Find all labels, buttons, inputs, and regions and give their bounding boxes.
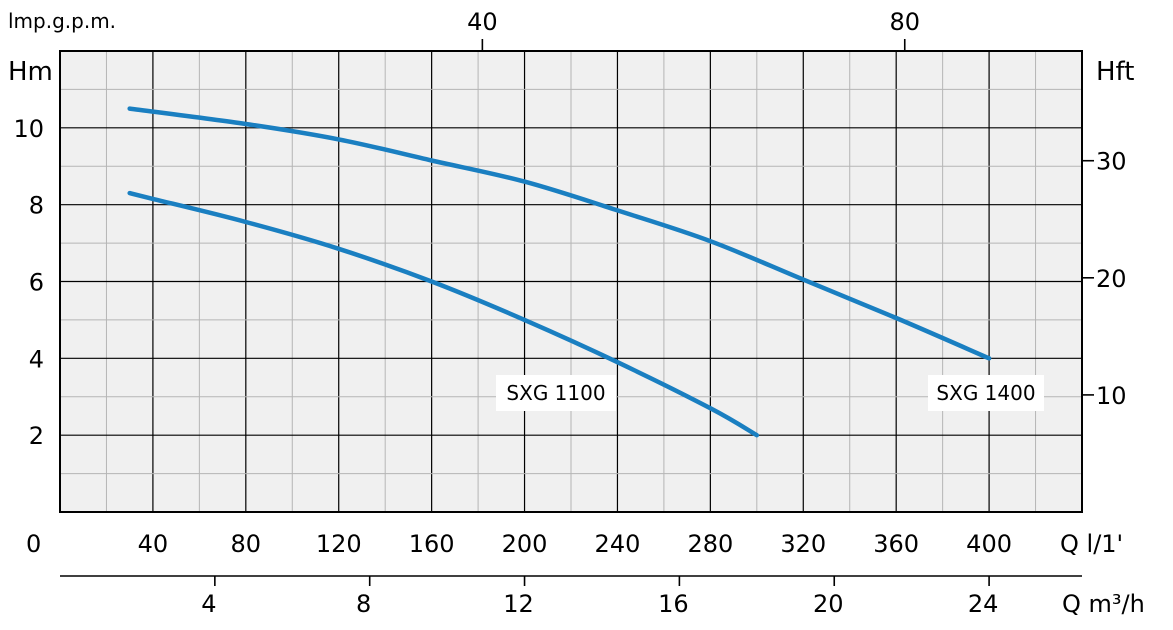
series-label: SXG 1100	[506, 381, 605, 405]
secondary-axis-tick-label: 12	[503, 590, 534, 618]
right-axis-tick-label: 10	[1096, 382, 1127, 410]
secondary-axis-tick-label: 16	[658, 590, 689, 618]
left-axis-tick-label: 10	[13, 115, 44, 143]
bottom-axis-tick-label: 200	[502, 530, 548, 558]
secondary-axis-tick-label: 4	[201, 590, 216, 618]
secondary-axis-tick-label: 24	[968, 590, 999, 618]
left-axis-tick-label: 2	[29, 422, 44, 450]
top-axis-label: lmp.g.p.m.	[8, 9, 116, 33]
right-axis-label: Hft	[1096, 57, 1134, 87]
axis-ticks	[60, 39, 1094, 586]
bottom-axis-label: Q l/1'	[1060, 530, 1123, 558]
left-axis-tick-label: 4	[29, 345, 44, 373]
series-label: SXG 1400	[936, 381, 1035, 405]
series-line-sxg-1400	[127, 106, 992, 361]
series-line-sxg-1100	[127, 190, 760, 438]
plot-frame	[59, 50, 1083, 513]
series-layer	[127, 106, 992, 438]
bottom-axis-tick-label: 240	[595, 530, 641, 558]
bottom-origin-label: 0	[26, 530, 41, 558]
bottom-axis-tick-label: 160	[409, 530, 455, 558]
left-axis-label: Hm	[8, 57, 53, 87]
bottom-axis-tick-label: 120	[316, 530, 362, 558]
series-label-background	[928, 375, 1044, 411]
bottom-axis-tick-label: 280	[687, 530, 733, 558]
top-axis-tick-label: 80	[889, 8, 920, 36]
grid	[60, 51, 1082, 512]
bottom-axis-tick-label: 400	[966, 530, 1012, 558]
secondary-axis-tick-label: 20	[813, 590, 844, 618]
secondary-axis-tick-label: 8	[356, 590, 371, 618]
secondary-bottom-axis-label: Q m³/h	[1062, 590, 1145, 618]
right-axis-tick-label: 30	[1096, 148, 1127, 176]
series-label-background	[496, 375, 616, 411]
bottom-axis-tick-label: 80	[231, 530, 262, 558]
right-axis-tick-label: 20	[1096, 265, 1127, 293]
top-axis-tick-label: 40	[467, 8, 498, 36]
left-axis-tick-label: 6	[29, 269, 44, 297]
bottom-axis-tick-label: 320	[780, 530, 826, 558]
bottom-axis-tick-label: 40	[138, 530, 169, 558]
bottom-axis-tick-label: 360	[873, 530, 919, 558]
left-axis-tick-label: 8	[29, 192, 44, 220]
